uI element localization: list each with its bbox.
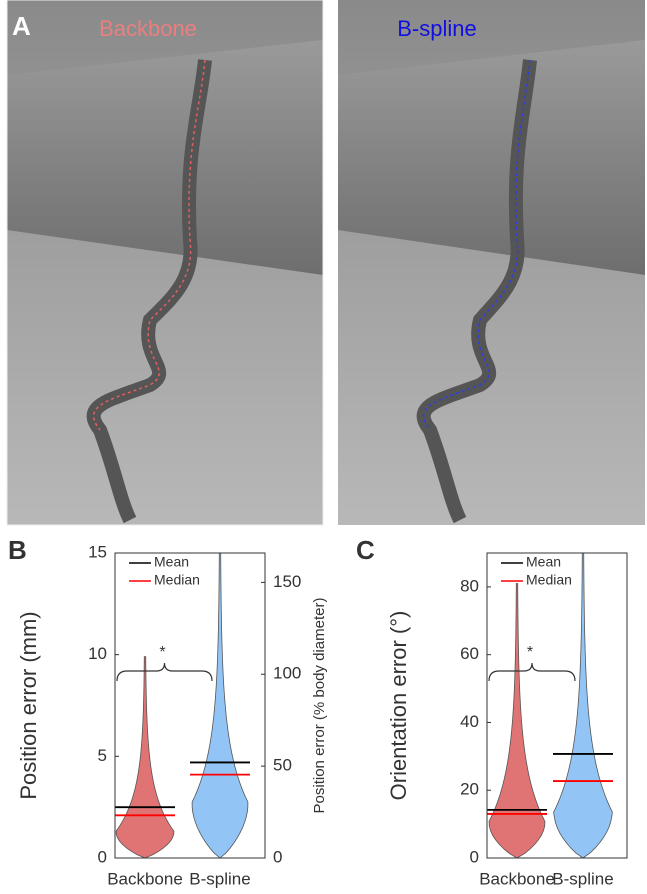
y-tick-label: 60: [460, 644, 479, 663]
panel-label: B: [8, 535, 27, 565]
violin: [553, 552, 613, 859]
significance-brace: [116, 662, 213, 682]
y-tick-label: 0: [98, 847, 107, 866]
axes-box: [114, 552, 266, 859]
y-axis-label: Orientation error (°): [386, 611, 411, 801]
y2-tick-label: 50: [273, 756, 292, 775]
panel-label: C: [356, 535, 375, 565]
y-tick-label: 10: [88, 644, 107, 663]
y2-axis-label: Position error (% body diameter): [311, 598, 328, 814]
y2-tick-label: 100: [273, 664, 301, 683]
y2-tick-label: 150: [273, 572, 301, 591]
photo: [6, 0, 324, 526]
y-tick-label: 5: [98, 746, 107, 765]
legend-label: Median: [526, 572, 572, 588]
y-tick-label: 0: [470, 847, 479, 866]
photo-title: B-spline: [397, 16, 476, 41]
x-tick-label: Backbone: [107, 869, 183, 888]
y-tick-label: 20: [460, 780, 479, 799]
axes-box: [486, 552, 628, 859]
y-tick-label: 40: [460, 712, 479, 731]
y-axis-label: Position error (mm): [16, 611, 41, 799]
y-tick-label: 15: [88, 542, 107, 561]
violin: [191, 552, 249, 859]
legend-label: Median: [154, 572, 200, 588]
legend-label: Mean: [526, 554, 561, 570]
violin: [115, 656, 175, 859]
photo: [338, 0, 645, 525]
significance-brace: [488, 662, 576, 682]
violin: [488, 583, 546, 859]
annotation: *: [527, 644, 533, 661]
photo-title: Backbone: [99, 16, 197, 41]
annotation: *: [159, 644, 165, 661]
x-tick-label: B-spline: [552, 869, 613, 888]
x-tick-label: Backbone: [479, 869, 555, 888]
x-tick-label: B-spline: [189, 869, 250, 888]
legend-label: Mean: [154, 554, 189, 570]
panel-label: A: [12, 11, 31, 41]
y2-tick-label: 0: [273, 847, 282, 866]
y-tick-label: 80: [460, 576, 479, 595]
